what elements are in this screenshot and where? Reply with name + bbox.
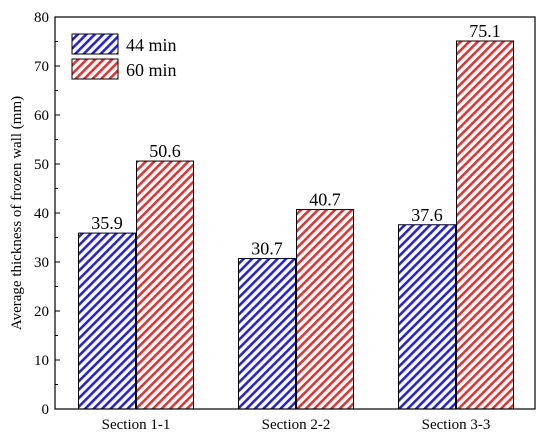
legend-label-60-min: 60 min (126, 60, 177, 80)
bar-60-min-1 (136, 160, 194, 410)
x-tick-label: Section 3-3 (422, 417, 491, 433)
y-tick-label: 60 (34, 108, 49, 124)
bar-44-min-3 (398, 224, 456, 410)
data-label-44-min-3: 37.6 (411, 205, 443, 225)
legend-label-44-min: 44 min (126, 35, 177, 55)
data-label-44-min-2: 30.7 (251, 239, 283, 259)
bars-layer (78, 40, 514, 410)
bar-60-min-3 (456, 40, 514, 410)
y-tick-label: 50 (34, 157, 49, 173)
bar-60-min-2 (296, 209, 354, 410)
y-tick-label: 20 (34, 304, 49, 320)
data-label-60-min-3: 75.1 (469, 21, 501, 41)
data-label-60-min-1: 50.6 (149, 141, 181, 161)
legend-swatch-44-min (71, 33, 119, 55)
y-tick-label: 10 (34, 353, 49, 369)
bar-44-min-2 (238, 258, 296, 410)
bar-44-min-1 (78, 232, 136, 410)
legend-swatch-60-min (71, 58, 119, 80)
y-axis-title: Average thickness of frozen wall (mm) (9, 96, 25, 330)
y-tick-label: 40 (34, 206, 49, 222)
legend: 44 min 60 min (71, 33, 177, 80)
data-label-60-min-2: 40.7 (309, 190, 341, 210)
x-tick-label: Section 2-2 (262, 417, 331, 433)
data-labels-layer: 35.9 30.7 37.6 50.6 40.7 75.1 (91, 21, 501, 259)
y-tick-label: 30 (34, 255, 49, 271)
y-tick-label: 80 (34, 10, 49, 26)
y-axis: 0 10 20 30 40 50 60 70 80 (34, 10, 60, 418)
x-axis: Section 1-1 Section 2-2 Section 3-3 (102, 404, 491, 433)
y-tick-label: 0 (42, 402, 50, 418)
x-tick-label: Section 1-1 (102, 417, 171, 433)
data-label-44-min-1: 35.9 (91, 213, 123, 233)
y-tick-label: 70 (34, 59, 49, 75)
